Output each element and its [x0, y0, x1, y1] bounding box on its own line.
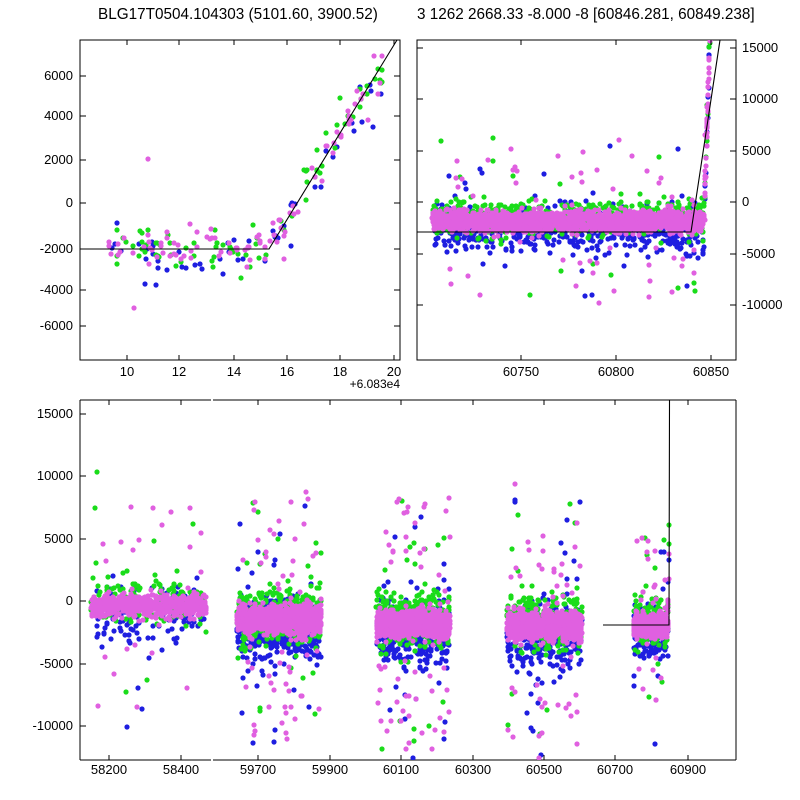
svg-text:-10000: -10000 [742, 297, 782, 312]
svg-text:58400: 58400 [163, 762, 199, 777]
svg-text:-6000: -6000 [40, 318, 73, 333]
svg-text:14: 14 [227, 364, 241, 379]
svg-text:2000: 2000 [44, 152, 73, 167]
svg-text:15000: 15000 [742, 40, 778, 55]
svg-text:5000: 5000 [742, 143, 771, 158]
svg-text:16: 16 [280, 364, 294, 379]
svg-text:60750: 60750 [503, 364, 539, 379]
svg-text:10: 10 [120, 364, 134, 379]
svg-text:60850: 60850 [693, 364, 729, 379]
svg-text:-2000: -2000 [40, 241, 73, 256]
svg-text:0: 0 [66, 195, 73, 210]
svg-text:12: 12 [172, 364, 186, 379]
svg-text:58200: 58200 [91, 762, 127, 777]
svg-text:60800: 60800 [598, 364, 634, 379]
svg-text:+6.083e4: +6.083e4 [350, 377, 401, 391]
svg-text:6000: 6000 [44, 68, 73, 83]
svg-text:BLG17T0504.104303 (5101.60, 39: BLG17T0504.104303 (5101.60, 3900.52) [98, 6, 378, 23]
svg-text:3 1262 2668.33 -8.000 -8 [6084: 3 1262 2668.33 -8.000 -8 [60846.281, 608… [417, 6, 755, 23]
svg-text:4000: 4000 [44, 108, 73, 123]
svg-text:10000: 10000 [742, 91, 778, 106]
svg-text:0: 0 [742, 194, 749, 209]
svg-text:-5000: -5000 [742, 246, 775, 261]
svg-text:-4000: -4000 [40, 282, 73, 297]
svg-text:18: 18 [333, 364, 347, 379]
